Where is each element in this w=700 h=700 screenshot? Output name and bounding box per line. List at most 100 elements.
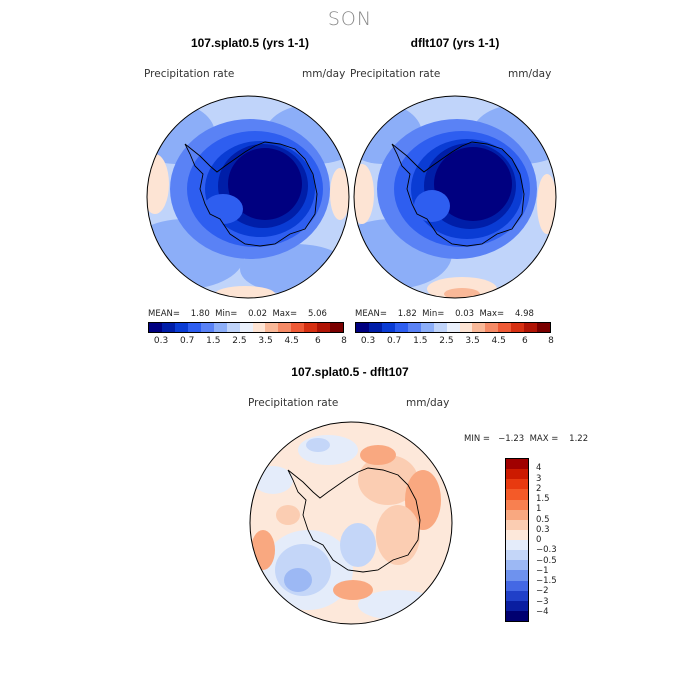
right-colorbar-swatch (459, 323, 473, 332)
right-colorbar-tick-label: 0.7 (387, 336, 402, 346)
diff-colorbar-swatch (506, 610, 528, 621)
left-antarctica-coastline (184, 141, 318, 247)
diff-colorbar-tick-label: 0.3 (536, 524, 550, 535)
left-colorbar-swatch (278, 323, 292, 332)
diff-colorbar-swatch (506, 560, 528, 571)
diff-colorbar-swatch (506, 479, 528, 490)
diff-colorbar-swatch (506, 469, 528, 480)
diff-colorbar-tick-label: 1 (536, 504, 542, 515)
diff-panel-title: 107.splat0.5 - dflt107 (291, 365, 409, 379)
right-colorbar-swatch (356, 323, 369, 332)
diff-colorbar-swatch (506, 489, 528, 500)
right-antarctica-coastline (391, 141, 525, 247)
left-colorbar-tick-label: 8 (341, 336, 347, 346)
right-colorbar-swatch (394, 323, 408, 332)
diff-colorbar-swatch (506, 499, 528, 510)
right-colorbar-swatch (368, 323, 382, 332)
left-colorbar-swatch (239, 323, 253, 332)
diff-antarctica-coastline (287, 467, 421, 573)
left-colorbar-tick-label: 4.5 (284, 336, 299, 346)
diff-colorbar-tick-label: 2 (536, 483, 542, 494)
diff-colorbar-tick-label: −0.5 (536, 555, 557, 566)
left-colorbar-tick-label: 3.5 (258, 336, 273, 346)
left-colorbar-tick-label: 2.5 (232, 336, 247, 346)
diff-colorbar-swatch (506, 529, 528, 540)
diff-colorbar-swatch (506, 519, 528, 530)
left-colorbar-swatch (265, 323, 279, 332)
right-colorbar-swatch (524, 323, 538, 332)
diff-colorbar-tick-label: 0 (536, 535, 542, 545)
right-colorbar-swatch (433, 323, 447, 332)
diff-colorbar-swatch (506, 580, 528, 591)
left-colorbar-swatch (213, 323, 227, 332)
diff-colorbar-ticks: 4 3 2 1.5 1 0.5 0.3 0 −0.3 −0.5 −1 −1.5 −2 −3 −4 (536, 458, 596, 622)
right-colorbar-swatch (381, 323, 395, 332)
left-colorbar-swatch (149, 323, 162, 332)
right-colorbar-tick-label: 0.3 (360, 336, 376, 346)
left-colorbar-swatch (200, 323, 214, 332)
left-colorbar-swatch (187, 323, 201, 332)
right-colorbar-tick-label: 4.5 (491, 336, 506, 346)
left-colorbar-swatch (161, 323, 175, 332)
right-colorbar-tick-label: 3.5 (465, 336, 480, 346)
right-colorbar (355, 322, 551, 333)
diff-colorbar-tick-label: 3 (536, 473, 542, 484)
left-colorbar-swatch (226, 323, 240, 332)
left-stats: MEAN= 1.80 Min= 0.02 Max= 5.06 (148, 309, 327, 319)
right-colorbar-tick-label: 8 (548, 336, 554, 346)
diff-colorbar-tick-label: −0.3 (536, 545, 557, 556)
right-variable-label: Precipitation rate (350, 68, 441, 80)
diff-colorbar-swatch (506, 459, 528, 470)
left-colorbar-swatch (317, 323, 331, 332)
left-colorbar-swatch (330, 323, 344, 332)
right-colorbar-swatch (407, 323, 421, 332)
left-colorbar-tick-label: 0.3 (153, 336, 169, 346)
right-colorbar-swatch (420, 323, 434, 332)
diff-variable-label: Precipitation rate (248, 397, 339, 409)
right-stats: MEAN= 1.82 Min= 0.03 Max= 4.98 (355, 309, 534, 319)
right-colorbar-ticks: 0.3 0.7 1.5 2.5 3.5 4.5 6 8 (355, 336, 554, 348)
left-colorbar-swatch (252, 323, 266, 332)
left-colorbar-tick-label: 1.5 (206, 336, 221, 346)
diff-colorbar-tick-label: −2 (536, 586, 549, 597)
season-title: SON (327, 8, 373, 30)
right-colorbar-swatch (485, 323, 499, 332)
right-colorbar-swatch (446, 323, 460, 332)
diff-polar-map (249, 421, 453, 625)
diff-colorbar-tick-label: −1.5 (536, 576, 557, 586)
left-colorbar-tick-label: 6 (314, 336, 321, 346)
diff-colorbar-swatch (506, 590, 528, 601)
diff-colorbar-tick-label: −1 (536, 565, 549, 576)
right-colorbar-tick-label: 6 (521, 336, 528, 346)
diff-colorbar-tick-label: 1.5 (536, 494, 550, 504)
diff-colorbar-swatch (506, 509, 528, 520)
right-polar-map (353, 95, 557, 299)
right-units-label: mm/day (508, 68, 552, 80)
diff-colorbar-tick-label: −3 (536, 596, 549, 607)
diff-colorbar-swatch (506, 550, 528, 561)
left-colorbar-ticks: 0.3 0.7 1.5 2.5 3.5 4.5 6 8 (148, 336, 347, 348)
left-units-label: mm/day (302, 68, 346, 80)
right-colorbar-tick-label: 1.5 (413, 336, 428, 346)
left-colorbar (148, 322, 344, 333)
diff-colorbar (505, 458, 529, 622)
left-panel-title: 107.splat0.5 (yrs 1-1) (190, 36, 310, 50)
right-colorbar-swatch (511, 323, 525, 332)
left-colorbar-swatch (291, 323, 305, 332)
right-colorbar-swatch (498, 323, 512, 332)
right-panel-title: dflt107 (yrs 1-1) (410, 36, 500, 50)
right-colorbar-swatch (537, 323, 551, 332)
right-colorbar-swatch (472, 323, 486, 332)
diff-units-label: mm/day (406, 397, 450, 409)
left-colorbar-swatch (174, 323, 188, 332)
diff-colorbar-tick-label: −4 (536, 606, 549, 617)
diff-colorbar-swatch (506, 600, 528, 611)
diff-colorbar-swatch (506, 540, 528, 551)
diff-colorbar-tick-label: 0.5 (536, 514, 550, 525)
diff-colorbar-tick-label: 4 (536, 463, 542, 474)
left-variable-label: Precipitation rate (144, 68, 235, 80)
right-colorbar-tick-label: 2.5 (439, 336, 454, 346)
left-polar-map (146, 95, 350, 299)
diff-stats: MIN = −1.23 MAX = 1.22 (464, 434, 589, 444)
left-colorbar-tick-label: 0.7 (180, 336, 195, 346)
